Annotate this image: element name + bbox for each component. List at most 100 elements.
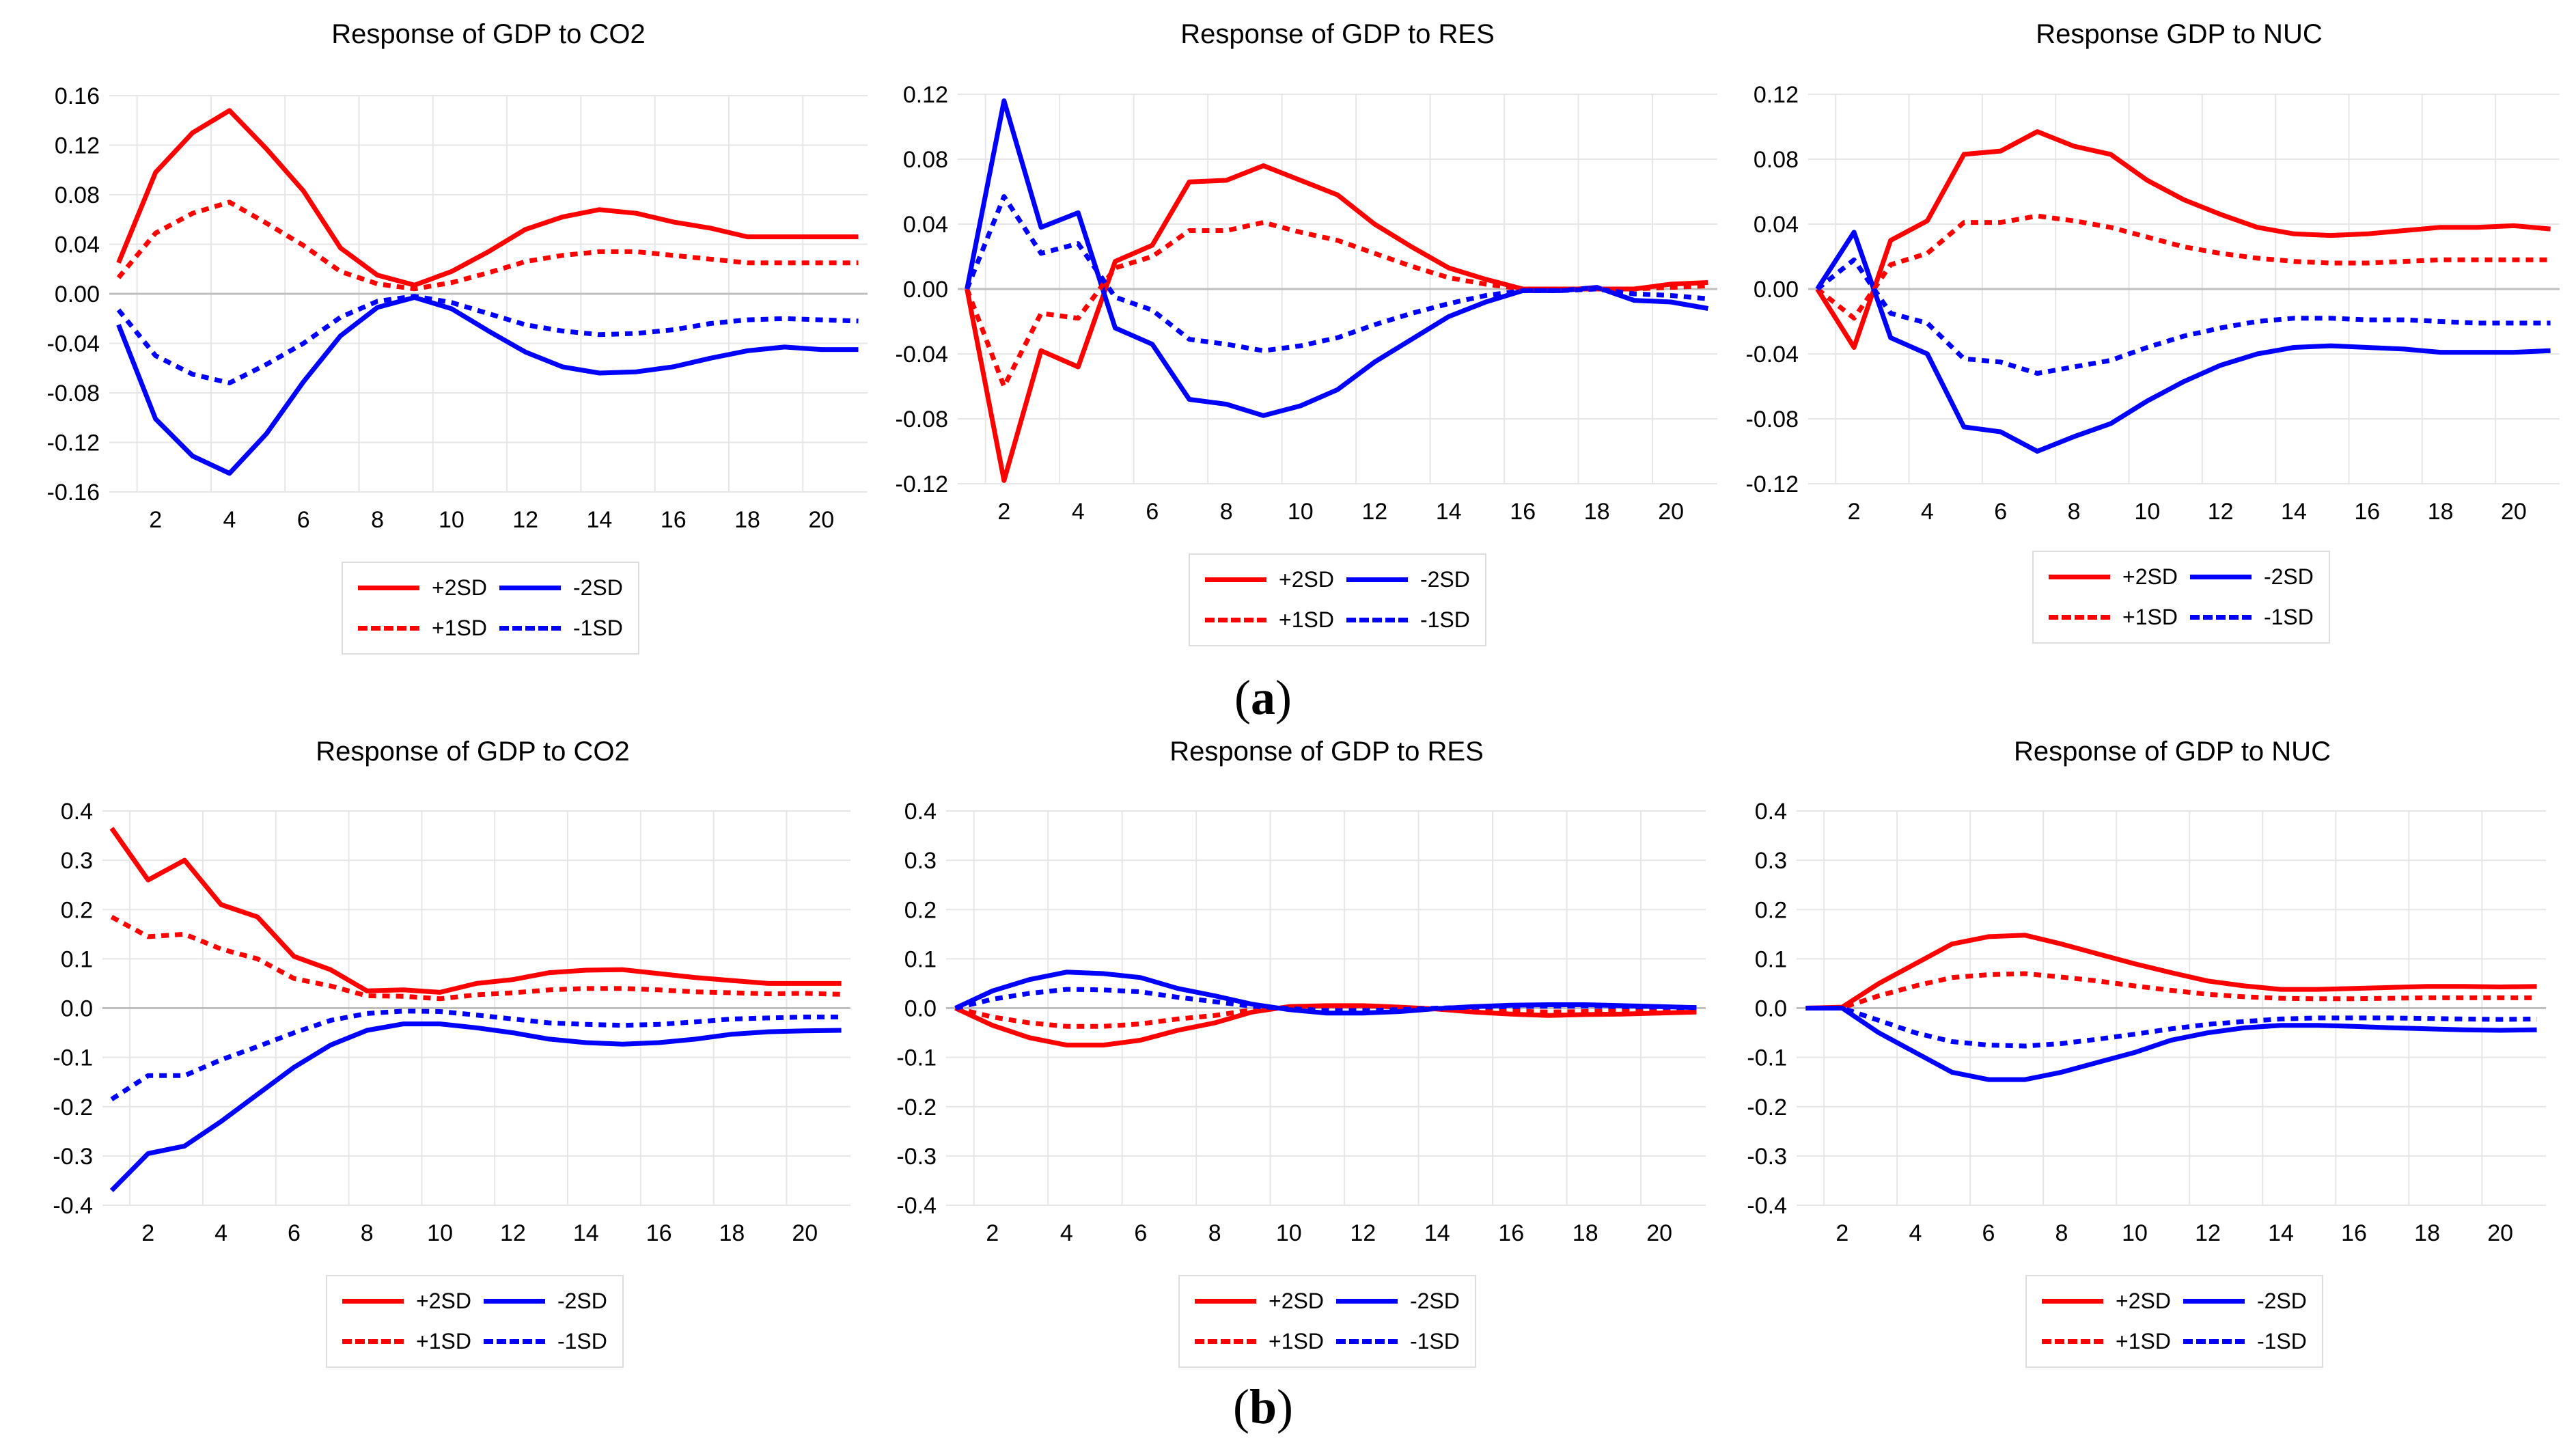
series-line-minus-1sd [1816,257,2551,376]
x-tick-label: 4 [1072,499,1085,525]
legend-label-m2: -2SD [2256,1289,2307,1313]
series-line-plusminus-2sd [116,108,859,288]
y-tick-label: 0.12 [1754,82,1799,108]
legend-label-p2: +2SD [1269,1289,1324,1313]
x-tick-label: 6 [1146,499,1159,525]
series-line-minus-2sd [116,294,859,476]
x-tick-label: 6 [1994,499,2007,525]
x-tick-label: 20 [1646,1220,1672,1246]
x-tick-label: 14 [2281,499,2307,525]
y-tick-label: 0.1 [61,946,93,972]
series-line-plusminus-2sd [109,827,842,995]
x-tick-label: 12 [1361,499,1387,525]
legend-swatch-p2 [1205,577,1266,582]
series-line-plusminus-1sd [1816,213,2551,321]
y-tick-label: -0.16 [47,480,100,506]
legend-swatch-m1 [2189,615,2252,620]
y-tick-label: 0.1 [1755,946,1787,972]
x-tick-label: 2 [997,499,1010,525]
x-tick-label: 14 [2268,1220,2294,1246]
y-tick-label: -0.04 [896,342,949,368]
y-tick-label: -0.3 [53,1144,93,1170]
x-tick-label: 8 [361,1220,374,1246]
x-tick-label: 4 [1921,499,1934,525]
legend-swatch-p1 [2049,615,2110,620]
legend-swatch-m1 [483,1339,545,1344]
x-tick-label: 8 [2055,1220,2068,1246]
x-tick-label: 2 [141,1220,154,1246]
x-tick-label: 10 [427,1220,453,1246]
legend-swatch-m2 [483,1299,545,1304]
y-tick-label: -0.04 [47,331,100,357]
chart-2: 0.12 0.08 0.04 0.00 -0.04 -0.08 -0.12 2 4 6 8 10 12 1… [1746,82,2560,525]
series-line-plusminus-2sd [1805,933,2537,1011]
x-tick-label: 8 [1220,499,1233,525]
y-tick-label: 0.04 [55,232,100,258]
y-tick-label: -0.12 [896,471,949,497]
legend-label-m1: -1SD [1409,1329,1460,1353]
y-tick-label: -0.4 [53,1193,93,1219]
legend-swatch-p1 [1205,618,1266,622]
x-tick-label: 12 [1350,1220,1376,1246]
series-line-minus-1sd [116,294,859,385]
y-tick-label: -0.4 [896,1193,937,1219]
y-tick-label: 0.0 [904,996,937,1022]
y-tick-label: 0.04 [1754,212,1799,238]
legend-label-p2: +2SD [1279,567,1334,592]
legend-label-m2: -2SD [572,575,623,600]
y-tick-label: 0.2 [61,897,93,923]
x-tick-label: 2 [1848,499,1861,525]
y-tick-label: -0.12 [47,430,100,456]
chart-title: Response of GDP to RES [1180,19,1495,49]
x-tick-label: 18 [1584,499,1610,525]
x-tick-label: 4 [1909,1220,1922,1246]
y-tick-label: 0.4 [904,799,937,825]
y-tick-label: -0.08 [896,407,949,432]
y-tick-label: -0.1 [896,1045,937,1071]
series-line-plusminus-1sd [116,200,859,292]
legend-label-p1: +1SD [2122,605,2178,629]
x-tick-label: 10 [2122,1220,2148,1246]
legend-label-m1: -1SD [1419,607,1470,632]
series-line-plusminus-2sd [1815,129,2551,350]
chart-legend: +2SD -2SD +1SD -1SD [1189,553,1486,646]
chart-title: Response of GDP to RES [1169,737,1484,767]
y-tick-label: 0.2 [1755,897,1787,923]
y-tick-label: -0.08 [47,381,100,407]
x-tick-label: 4 [223,507,236,533]
y-tick-label: 0.08 [55,182,100,208]
chart-title: Response of GDP to CO2 [331,19,646,49]
x-tick-label: 14 [1436,499,1462,525]
y-tick-label: -0.08 [1746,407,1799,432]
legend-label-m1: -1SD [2256,1329,2307,1353]
x-tick-label: 16 [661,507,687,533]
figure-label-a: (a) [1234,670,1292,725]
series-line-plusminus-1sd [965,220,1708,389]
x-tick-label: 10 [1288,499,1314,525]
legend-label-p1: +1SD [1279,607,1334,632]
x-tick-label: 10 [1276,1220,1302,1246]
legend-label-p2: +2SD [2122,564,2178,589]
series-line-minus-1sd [954,987,1697,1013]
x-tick-label: 16 [1498,1220,1524,1246]
x-tick-label: 18 [2428,499,2454,525]
legend-label-m2: -2SD [2263,564,2314,589]
chart-title: Response of GDP to NUC [2014,737,2331,767]
legend-label-p2: +2SD [2116,1289,2171,1313]
y-tick-label: 0.00 [903,277,948,303]
y-tick-label: -0.4 [1747,1193,1787,1219]
legend-swatch-m1 [499,626,561,631]
chart-legend: +2SD -2SD +1SD -1SD [2025,1275,2323,1368]
legend-label-p1: +1SD [2116,1329,2171,1353]
legend-label-p1: +1SD [416,1329,471,1353]
chart-4: 0.4 0.3 0.2 0.1 0.0 -0.1 -0.2 -0.3 -0.4 2 4 6 8 10 12 1… [896,799,1706,1246]
x-tick-label: 10 [439,507,465,533]
legend-swatch-m2 [499,586,561,590]
x-tick-label: 12 [2208,499,2234,525]
y-tick-label: 0.00 [1754,277,1799,303]
legend-swatch-m2 [2189,575,2252,579]
x-tick-label: 8 [1208,1220,1221,1246]
chart-1: 0.12 0.08 0.04 0.00 -0.04 -0.08 -0.12 2 4 6 8 10 12 1… [896,82,1717,525]
y-tick-label: -0.1 [53,1045,93,1071]
y-tick-label: -0.2 [53,1095,93,1121]
